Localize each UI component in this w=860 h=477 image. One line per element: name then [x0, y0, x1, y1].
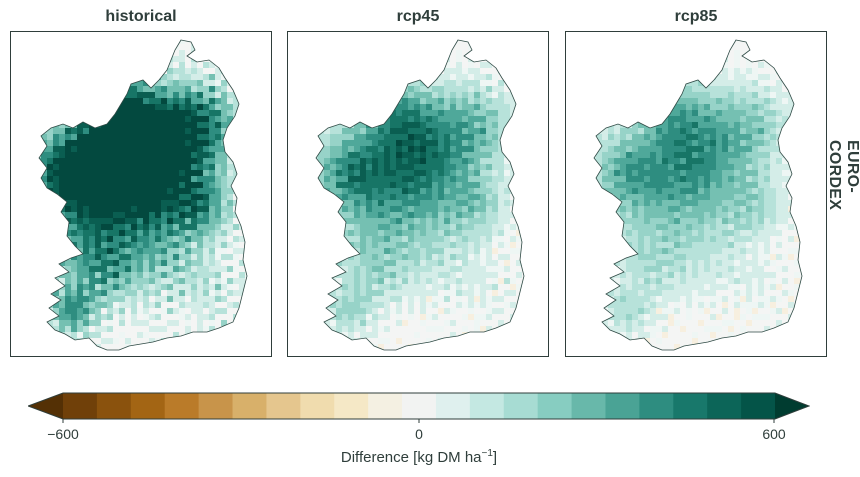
colorbar-bin	[130, 393, 166, 419]
colorbar-bin	[741, 393, 776, 419]
ireland-map-historical	[38, 39, 248, 351]
colorbar-bin	[368, 393, 403, 419]
colorbar-bin	[164, 393, 200, 419]
colorbar-tick-max: 600	[762, 426, 786, 442]
colorbar-bin	[435, 393, 471, 419]
colorbar-bin	[96, 393, 132, 419]
coastline	[315, 39, 525, 351]
map-panel-rcp85	[565, 31, 827, 357]
colorbar-label-sup: −1	[481, 448, 493, 459]
map-panel-rcp45	[287, 31, 549, 357]
colorbar-bin	[469, 393, 505, 419]
colorbar-label: Difference [kg DM ha−1]	[0, 448, 838, 466]
colorbar-tick-min: −600	[47, 426, 79, 442]
title-rcp85: rcp85	[674, 8, 718, 25]
colorbar-tick-zero: 0	[415, 426, 423, 442]
colorbar-bin	[503, 393, 539, 419]
colorbar-label-main: Difference [kg DM ha	[340, 449, 482, 466]
title-historical: historical	[105, 8, 177, 25]
ireland-map-rcp45	[315, 39, 525, 351]
row-label-text: EURO-CORDEX	[826, 140, 860, 211]
colorbar-bin	[63, 393, 98, 419]
colorbar-bin	[707, 393, 742, 419]
coastline	[593, 39, 803, 351]
colorbar-bin	[537, 393, 573, 419]
colorbar-bin	[300, 393, 335, 419]
colorbar	[28, 392, 810, 423]
colorbar-bin	[334, 393, 369, 419]
colorbar-bin	[402, 393, 437, 419]
colorbar-bin	[198, 393, 234, 419]
colorbar-bin	[232, 393, 268, 419]
map-panel-historical	[10, 31, 272, 357]
colorbar-bin	[673, 393, 708, 419]
coastline	[38, 39, 248, 351]
colorbar-bin	[605, 393, 640, 419]
colorbar-extend-min	[28, 393, 63, 419]
colorbar-bin	[571, 393, 607, 419]
colorbar-bin	[266, 393, 301, 419]
colorbar-label-end: ]	[492, 449, 498, 466]
title-rcp45: rcp45	[396, 8, 440, 25]
colorbar-bin	[639, 393, 674, 419]
colorbar-extend-max	[775, 393, 810, 419]
ireland-map-rcp85	[593, 39, 803, 351]
row-label: EURO-CORDEX	[826, 140, 860, 260]
